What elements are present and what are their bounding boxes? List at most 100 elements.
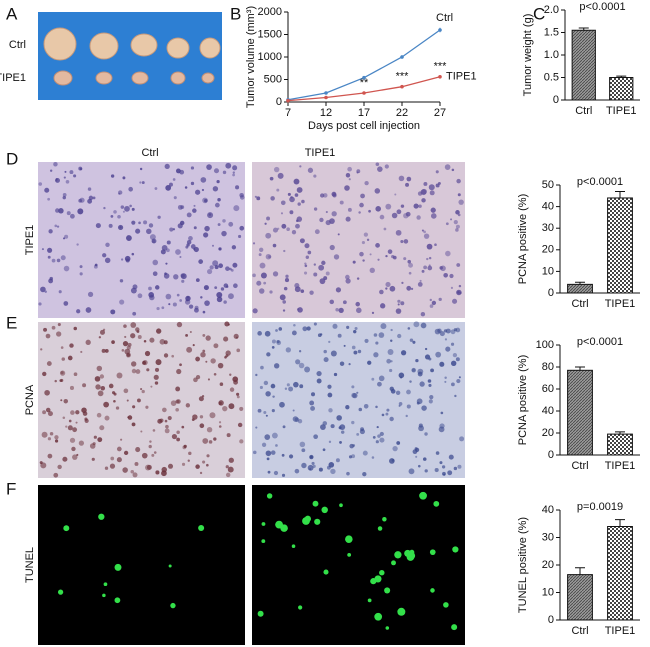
x-tick-label: TIPE1 (605, 298, 636, 310)
cell-nucleus (283, 249, 286, 253)
cell-nucleus (343, 344, 346, 347)
cell-nucleus (164, 428, 170, 434)
cell-nucleus (200, 177, 207, 183)
cell-nucleus (434, 328, 441, 335)
cell-nucleus (185, 333, 189, 337)
cell-nucleus (95, 223, 101, 229)
cell-nucleus (434, 243, 437, 247)
cell-nucleus (345, 274, 350, 280)
cell-nucleus (258, 288, 265, 294)
y-tick-label: 1000 (258, 51, 282, 63)
cell-nucleus (144, 350, 151, 357)
cell-nucleus (257, 408, 262, 413)
cell-nucleus (146, 228, 152, 235)
cell-nucleus (206, 454, 210, 458)
cell-nucleus (313, 272, 318, 277)
y-tick-label: 0 (548, 449, 554, 461)
cell-nucleus (330, 350, 337, 357)
cell-nucleus (451, 382, 455, 387)
cell-nucleus (76, 309, 81, 314)
cell-nucleus (200, 351, 206, 358)
cell-nucleus (288, 454, 294, 459)
cell-nucleus (289, 196, 295, 203)
point (324, 95, 328, 100)
row-label: TUNEL (24, 547, 36, 583)
cell-nucleus (294, 468, 300, 474)
cell-nucleus (131, 220, 136, 225)
cell-nucleus (110, 214, 114, 218)
cell-nucleus (69, 385, 75, 390)
cell-nucleus (225, 472, 231, 478)
cell-nucleus (207, 212, 214, 219)
cell-nucleus (270, 383, 276, 389)
cell-nucleus (299, 441, 306, 448)
tunel-spot (430, 588, 435, 593)
cell-nucleus (231, 245, 237, 250)
cell-nucleus (375, 341, 379, 345)
cell-nucleus (400, 239, 404, 244)
cell-nucleus (453, 219, 458, 225)
cell-nucleus (188, 451, 192, 456)
cell-nucleus (284, 387, 288, 390)
cell-nucleus (213, 343, 219, 349)
cell-nucleus (423, 265, 428, 270)
cell-nucleus (47, 453, 53, 459)
micrographs (38, 162, 465, 645)
cell-nucleus (233, 205, 240, 212)
cell-nucleus (276, 340, 280, 344)
cell-nucleus (380, 323, 387, 330)
cell-nucleus (426, 243, 433, 250)
cell-nucleus (164, 272, 167, 276)
cell-nucleus (157, 215, 161, 219)
cell-nucleus (400, 204, 405, 208)
tunel-spot (451, 624, 458, 631)
cell-nucleus (279, 401, 285, 408)
cell-nucleus (206, 426, 213, 433)
cell-nucleus (419, 381, 425, 387)
cell-nucleus (186, 212, 192, 218)
cell-nucleus (131, 207, 135, 211)
cell-nucleus (154, 285, 160, 290)
cell-nucleus (119, 299, 125, 305)
significance: *** (434, 61, 448, 73)
cell-nucleus (320, 424, 326, 430)
cell-nucleus (304, 262, 307, 265)
cell-nucleus (442, 471, 446, 476)
cell-nucleus (222, 405, 228, 412)
cell-nucleus (97, 390, 104, 397)
cell-nucleus (375, 405, 378, 409)
cell-nucleus (222, 219, 226, 223)
cell-nucleus (377, 258, 380, 261)
cell-nucleus (213, 372, 217, 376)
cell-nucleus (217, 223, 221, 227)
row-label: PCNA (24, 384, 36, 415)
cell-nucleus (164, 163, 170, 170)
cell-nucleus (374, 188, 381, 194)
cell-nucleus (325, 271, 330, 276)
cell-nucleus (228, 221, 234, 227)
tunel-spot (98, 513, 105, 520)
x-tick-label: TIPE1 (605, 460, 636, 472)
cell-nucleus (202, 349, 206, 353)
cell-nucleus (417, 371, 423, 377)
cell-nucleus (70, 410, 75, 415)
cell-nucleus (208, 440, 213, 444)
tunel-spot (385, 626, 390, 630)
y-tick-label: 10 (542, 586, 554, 598)
cell-nucleus (176, 430, 180, 435)
cell-nucleus (351, 385, 355, 389)
cell-nucleus (286, 227, 290, 232)
cell-nucleus (200, 296, 203, 299)
cell-nucleus (176, 321, 183, 328)
cell-nucleus (422, 457, 427, 461)
cell-nucleus (228, 293, 234, 300)
cell-nucleus (179, 363, 182, 367)
cell-nucleus (252, 273, 256, 278)
cell-nucleus (297, 307, 303, 313)
cell-nucleus (154, 187, 158, 190)
cell-nucleus (400, 301, 405, 306)
cell-nucleus (397, 299, 401, 303)
tunel-spot (302, 517, 310, 525)
cell-nucleus (69, 437, 76, 443)
cell-nucleus (276, 340, 282, 346)
